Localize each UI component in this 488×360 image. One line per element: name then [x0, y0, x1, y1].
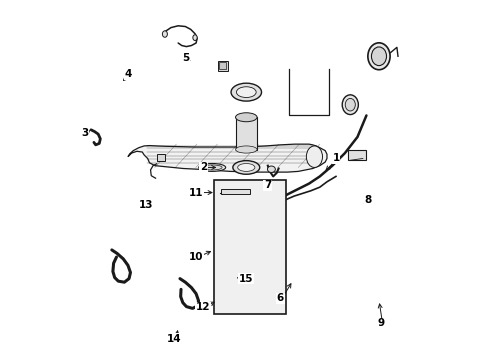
- Text: 11: 11: [188, 188, 203, 198]
- Ellipse shape: [345, 98, 355, 111]
- Ellipse shape: [162, 31, 167, 37]
- Ellipse shape: [198, 163, 225, 171]
- Text: 1: 1: [332, 153, 339, 163]
- Text: 15: 15: [239, 274, 253, 284]
- Ellipse shape: [267, 166, 275, 172]
- Text: 3: 3: [81, 129, 88, 138]
- Bar: [235, 117, 257, 149]
- Bar: [214, 180, 285, 315]
- Text: 10: 10: [188, 252, 203, 262]
- Ellipse shape: [371, 47, 386, 66]
- Ellipse shape: [342, 95, 358, 114]
- Text: 2: 2: [199, 162, 206, 172]
- Bar: [348, 150, 366, 160]
- Bar: [217, 60, 227, 71]
- Text: 12: 12: [196, 302, 210, 312]
- Ellipse shape: [230, 83, 261, 101]
- Text: 7: 7: [264, 180, 271, 190]
- Ellipse shape: [367, 43, 389, 70]
- Ellipse shape: [236, 87, 256, 98]
- Polygon shape: [128, 144, 326, 172]
- Text: 5: 5: [182, 53, 188, 63]
- Text: 6: 6: [276, 293, 284, 303]
- Ellipse shape: [237, 163, 254, 171]
- Ellipse shape: [235, 113, 257, 122]
- Ellipse shape: [202, 165, 222, 170]
- Ellipse shape: [192, 35, 197, 41]
- Text: 9: 9: [376, 319, 384, 328]
- Bar: [219, 62, 225, 69]
- Ellipse shape: [232, 161, 259, 174]
- Text: 8: 8: [364, 195, 371, 205]
- Text: 14: 14: [167, 334, 182, 344]
- Ellipse shape: [306, 146, 322, 167]
- Bar: [156, 154, 164, 161]
- Bar: [221, 189, 249, 194]
- Ellipse shape: [235, 146, 257, 153]
- Text: 13: 13: [139, 200, 153, 210]
- Text: 4: 4: [124, 69, 131, 79]
